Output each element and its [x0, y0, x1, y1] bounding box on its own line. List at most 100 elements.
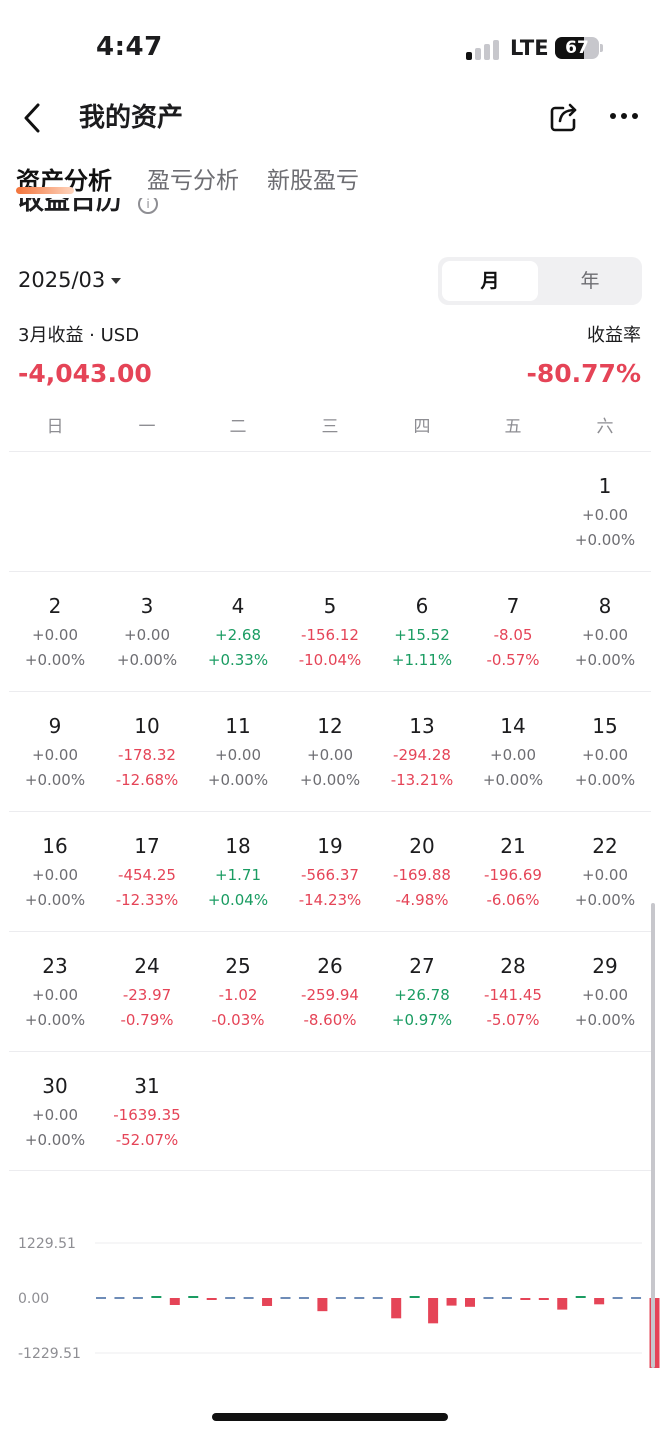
month-selector[interactable]: 2025/03	[18, 264, 122, 296]
chart-bar-loss[interactable]	[538, 1298, 549, 1300]
day-amount: +1.71	[215, 866, 261, 884]
tab-ipo-pnl[interactable]: 新股盈亏	[267, 168, 359, 194]
more-options-icon[interactable]	[608, 113, 640, 121]
calendar-day-cell[interactable]: 6 +15.52 +1.11%	[376, 572, 468, 692]
calendar-day-cell[interactable]: 7 -8.05 -0.57%	[467, 572, 559, 692]
day-amount: +0.00	[215, 746, 261, 764]
calendar-day-cell[interactable]: 3 +0.00 +0.00%	[101, 572, 193, 692]
calendar-day-cell[interactable]: 10 -178.32 -12.68%	[101, 692, 193, 812]
calendar-day-cell[interactable]: 12 +0.00 +0.00%	[284, 692, 376, 812]
day-amount: -1639.35	[113, 1106, 181, 1124]
day-amount: -294.28	[393, 746, 451, 764]
share-icon[interactable]	[549, 101, 579, 133]
calendar-day-cell[interactable]: 1 +0.00 +0.00%	[559, 452, 651, 572]
day-percent: +0.00%	[24, 1131, 86, 1149]
day-number: 20	[409, 834, 435, 858]
calendar-day-cell[interactable]: 22 +0.00 +0.00%	[559, 812, 651, 932]
chart-bar-loss[interactable]	[446, 1298, 457, 1306]
calendar-day-cell[interactable]: 2 +0.00 +0.00%	[9, 572, 101, 692]
calendar-day-cell[interactable]: 20 -169.88 -4.98%	[376, 812, 468, 932]
calendar-day-cell[interactable]: 9 +0.00 +0.00%	[9, 692, 101, 812]
calendar-day-cell[interactable]: 29 +0.00 +0.00%	[559, 932, 651, 1052]
calendar-day-cell[interactable]: 21 -196.69 -6.06%	[467, 812, 559, 932]
day-percent: -12.68%	[115, 771, 179, 789]
day-number: 30	[42, 1074, 68, 1098]
tab-pnl-analysis[interactable]: 盈亏分析	[147, 168, 239, 194]
calendar-day-cell[interactable]: 16 +0.00 +0.00%	[9, 812, 101, 932]
day-amount: +2.68	[215, 626, 261, 644]
day-percent: +0.00%	[574, 1011, 636, 1029]
day-percent: +0.04%	[207, 891, 269, 909]
chart-bar-loss[interactable]	[391, 1298, 402, 1319]
y-tick-top: 1229.51	[18, 1236, 76, 1252]
chart-bar-loss[interactable]	[520, 1298, 531, 1300]
calendar-day-cell[interactable]: 27 +26.78 +0.97%	[376, 932, 468, 1052]
section-title: 收益日历	[18, 198, 123, 216]
calendar-day-cell[interactable]: 26 -259.94 -8.60%	[284, 932, 376, 1052]
toggle-year[interactable]: 年	[580, 270, 600, 292]
chart-bar-loss[interactable]	[465, 1298, 475, 1307]
day-percent: +0.00%	[207, 771, 269, 789]
income-value: -4,043.00	[18, 359, 152, 388]
chart-bar-gain[interactable]	[409, 1296, 420, 1298]
day-number: 9	[48, 714, 62, 738]
calendar-day-cell[interactable]: 31 -1639.35 -52.07%	[101, 1052, 193, 1172]
chart-bar-loss[interactable]	[169, 1298, 180, 1305]
day-percent: +1.11%	[391, 651, 453, 669]
calendar-day-cell[interactable]: 19 -566.37 -14.23%	[284, 812, 376, 932]
day-number: 24	[134, 954, 160, 978]
day-number: 7	[506, 594, 520, 618]
chart-bar-loss[interactable]	[594, 1298, 605, 1305]
day-number: 27	[409, 954, 435, 978]
day-percent: -10.04%	[298, 651, 362, 669]
day-amount: -8.05	[493, 626, 533, 644]
chart-bar-loss[interactable]	[428, 1298, 439, 1324]
chart-bar-loss[interactable]	[262, 1298, 273, 1306]
chart-canvas	[95, 1242, 660, 1368]
calendar-day-cell[interactable]: 14 +0.00 +0.00%	[467, 692, 559, 812]
nav-bar: 我的资产	[0, 95, 660, 141]
chart-bar-gain[interactable]	[188, 1296, 199, 1298]
chart-bar-gain[interactable]	[575, 1296, 586, 1298]
network-label: LTE	[510, 36, 549, 60]
toggle-month[interactable]: 月	[442, 261, 538, 301]
day-amount: +0.00	[32, 986, 78, 1004]
calendar-day-cell[interactable]: 5 -156.12 -10.04%	[284, 572, 376, 692]
day-amount: -141.45	[484, 986, 542, 1004]
calendar-day-cell[interactable]: 30 +0.00 +0.00%	[9, 1052, 101, 1172]
calendar-day-cell[interactable]: 23 +0.00 +0.00%	[9, 932, 101, 1052]
chart-bar-loss[interactable]	[317, 1298, 328, 1312]
chart-bar-gain[interactable]	[151, 1296, 162, 1298]
info-icon[interactable]: i	[138, 198, 158, 214]
calendar-day-cell[interactable]: 18 +1.71 +0.04%	[192, 812, 284, 932]
chart-bar-loss[interactable]	[206, 1298, 217, 1300]
home-indicator[interactable]	[212, 1413, 448, 1421]
caret-down-icon	[111, 278, 122, 284]
chart-bar-loss[interactable]	[557, 1298, 568, 1310]
calendar-day-cell[interactable]: 11 +0.00 +0.00%	[192, 692, 284, 812]
day-amount: -259.94	[301, 986, 359, 1004]
day-amount: +0.00	[582, 626, 628, 644]
weekday-sat: 六	[596, 417, 614, 437]
calendar-day-cell[interactable]: 8 +0.00 +0.00%	[559, 572, 651, 692]
day-percent: -14.23%	[298, 891, 362, 909]
back-chevron-icon[interactable]	[18, 99, 48, 137]
page-title: 我的资产	[79, 103, 184, 133]
day-number: 14	[500, 714, 526, 738]
day-percent: +0.00%	[24, 771, 86, 789]
calendar-day-cell[interactable]: 13 -294.28 -13.21%	[376, 692, 468, 812]
calendar-day-cell[interactable]: 15 +0.00 +0.00%	[559, 692, 651, 812]
calendar-day-cell[interactable]: 25 -1.02 -0.03%	[192, 932, 284, 1052]
day-number: 16	[42, 834, 68, 858]
day-number: 22	[592, 834, 618, 858]
calendar-day-cell[interactable]: 4 +2.68 +0.33%	[192, 572, 284, 692]
scrollbar[interactable]	[651, 903, 655, 1368]
weekday-mon: 一	[138, 417, 156, 437]
period-toggle: 月 年	[438, 257, 642, 305]
calendar-day-cell[interactable]: 17 -454.25 -12.33%	[101, 812, 193, 932]
calendar-day-cell[interactable]: 24 -23.97 -0.79%	[101, 932, 193, 1052]
weekday-tue: 二	[229, 417, 247, 437]
section-header: 收益日历 i	[0, 198, 660, 226]
calendar-day-cell[interactable]: 28 -141.45 -5.07%	[467, 932, 559, 1052]
day-percent: +0.00%	[574, 891, 636, 909]
